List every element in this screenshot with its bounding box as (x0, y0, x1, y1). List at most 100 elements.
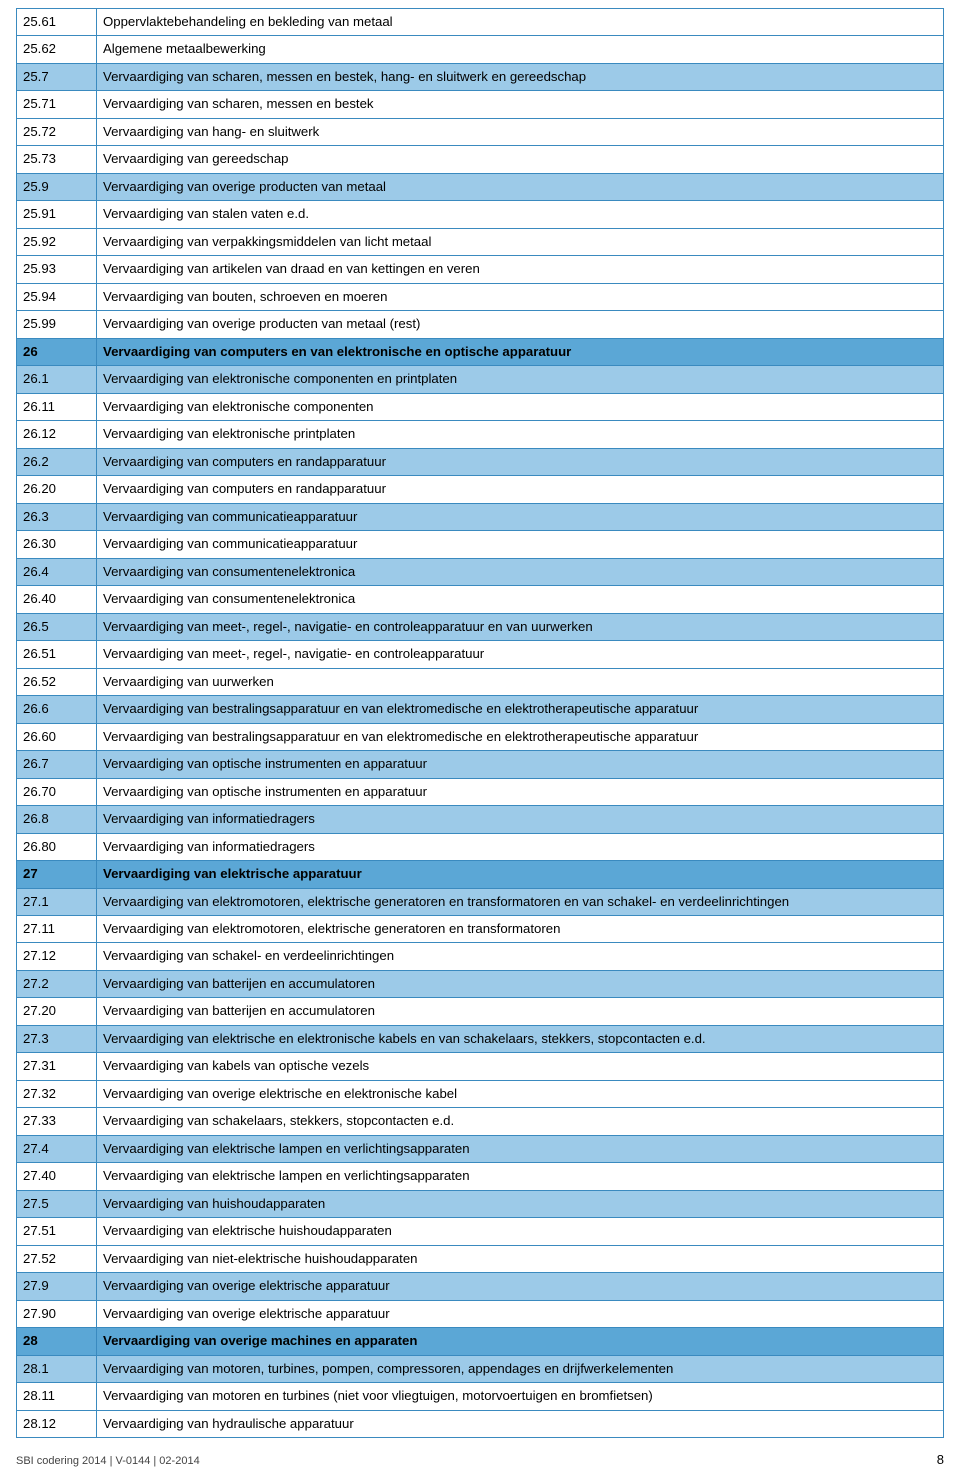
code-cell: 26.80 (17, 833, 97, 860)
description-cell: Vervaardiging van elektrische lampen en … (97, 1163, 944, 1190)
table-row: 27.9Vervaardiging van overige elektrisch… (17, 1273, 944, 1300)
table-row: 26.11Vervaardiging van elektronische com… (17, 393, 944, 420)
code-cell: 26.5 (17, 613, 97, 640)
table-row: 27.90Vervaardiging van overige elektrisc… (17, 1300, 944, 1327)
table-row: 25.94Vervaardiging van bouten, schroeven… (17, 283, 944, 310)
table-row: 26.4Vervaardiging van consumentenelektro… (17, 558, 944, 585)
code-cell: 25.72 (17, 118, 97, 145)
footer-left: SBI codering 2014 | V-0144 | 02-2014 (16, 1455, 200, 1467)
code-cell: 25.71 (17, 91, 97, 118)
table-row: 25.73Vervaardiging van gereedschap (17, 146, 944, 173)
description-cell: Vervaardiging van niet-elektrische huish… (97, 1245, 944, 1272)
code-cell: 26.4 (17, 558, 97, 585)
table-row: 26.3Vervaardiging van communicatieappara… (17, 503, 944, 530)
description-cell: Vervaardiging van schakelaars, stekkers,… (97, 1108, 944, 1135)
table-row: 25.72Vervaardiging van hang- en sluitwer… (17, 118, 944, 145)
description-cell: Vervaardiging van elektrische en elektro… (97, 1025, 944, 1052)
table-row: 25.91Vervaardiging van stalen vaten e.d. (17, 201, 944, 228)
table-row: 25.71Vervaardiging van scharen, messen e… (17, 91, 944, 118)
code-cell: 27.33 (17, 1108, 97, 1135)
code-cell: 26 (17, 338, 97, 365)
description-cell: Vervaardiging van computers en van elekt… (97, 338, 944, 365)
description-cell: Vervaardiging van verpakkingsmiddelen va… (97, 228, 944, 255)
table-row: 26Vervaardiging van computers en van ele… (17, 338, 944, 365)
table-row: 26.40Vervaardiging van consumentenelektr… (17, 586, 944, 613)
table-row: 26.8Vervaardiging van informatiedragers (17, 806, 944, 833)
table-row: 25.92Vervaardiging van verpakkingsmiddel… (17, 228, 944, 255)
code-cell: 25.92 (17, 228, 97, 255)
code-cell: 27.90 (17, 1300, 97, 1327)
code-cell: 26.40 (17, 586, 97, 613)
table-row: 25.93Vervaardiging van artikelen van dra… (17, 256, 944, 283)
table-row: 26.6Vervaardiging van bestralingsapparat… (17, 696, 944, 723)
description-cell: Vervaardiging van overige producten van … (97, 311, 944, 338)
code-cell: 26.70 (17, 778, 97, 805)
description-cell: Vervaardiging van stalen vaten e.d. (97, 201, 944, 228)
code-cell: 26.20 (17, 476, 97, 503)
description-cell: Vervaardiging van informatiedragers (97, 833, 944, 860)
table-row: 27.1Vervaardiging van elektromotoren, el… (17, 888, 944, 915)
code-cell: 26.6 (17, 696, 97, 723)
description-cell: Vervaardiging van overige elektrische ap… (97, 1300, 944, 1327)
description-cell: Vervaardiging van bestralingsapparatuur … (97, 723, 944, 750)
table-row: 27.20Vervaardiging van batterijen en acc… (17, 998, 944, 1025)
description-cell: Vervaardiging van scharen, messen en bes… (97, 63, 944, 90)
description-cell: Vervaardiging van elektrische lampen en … (97, 1135, 944, 1162)
table-row: 26.2Vervaardiging van computers en randa… (17, 448, 944, 475)
description-cell: Vervaardiging van elektrische huishoudap… (97, 1218, 944, 1245)
table-row: 26.1Vervaardiging van elektronische comp… (17, 366, 944, 393)
table-row: 26.52Vervaardiging van uurwerken (17, 668, 944, 695)
description-cell: Vervaardiging van schakel- en verdeelinr… (97, 943, 944, 970)
table-row: 27.4Vervaardiging van elektrische lampen… (17, 1135, 944, 1162)
description-cell: Vervaardiging van elektronische printpla… (97, 421, 944, 448)
code-cell: 26.60 (17, 723, 97, 750)
code-cell: 25.7 (17, 63, 97, 90)
description-cell: Vervaardiging van uurwerken (97, 668, 944, 695)
code-cell: 27.9 (17, 1273, 97, 1300)
code-cell: 25.91 (17, 201, 97, 228)
code-cell: 26.7 (17, 751, 97, 778)
table-row: 25.9Vervaardiging van overige producten … (17, 173, 944, 200)
code-cell: 25.61 (17, 9, 97, 36)
code-cell: 27.5 (17, 1190, 97, 1217)
code-cell: 26.8 (17, 806, 97, 833)
table-row: 26.80Vervaardiging van informatiedragers (17, 833, 944, 860)
description-cell: Vervaardiging van artikelen van draad en… (97, 256, 944, 283)
description-cell: Vervaardiging van informatiedragers (97, 806, 944, 833)
table-row: 26.30Vervaardiging van communicatieappar… (17, 531, 944, 558)
description-cell: Vervaardiging van computers en randappar… (97, 448, 944, 475)
code-cell: 27.1 (17, 888, 97, 915)
description-cell: Algemene metaalbewerking (97, 36, 944, 63)
description-cell: Vervaardiging van overige producten van … (97, 173, 944, 200)
table-row: 27.3Vervaardiging van elektrische en ele… (17, 1025, 944, 1052)
code-cell: 25.93 (17, 256, 97, 283)
description-cell: Vervaardiging van hang- en sluitwerk (97, 118, 944, 145)
description-cell: Vervaardiging van bestralingsapparatuur … (97, 696, 944, 723)
description-cell: Vervaardiging van kabels van optische ve… (97, 1053, 944, 1080)
description-cell: Vervaardiging van elektronische componen… (97, 366, 944, 393)
page-container: 25.61Oppervlaktebehandeling en bekleding… (0, 0, 960, 1475)
table-row: 27.31Vervaardiging van kabels van optisc… (17, 1053, 944, 1080)
description-cell: Vervaardiging van meet-, regel-, navigat… (97, 613, 944, 640)
table-row: 27.40Vervaardiging van elektrische lampe… (17, 1163, 944, 1190)
code-cell: 27.20 (17, 998, 97, 1025)
table-row: 26.12Vervaardiging van elektronische pri… (17, 421, 944, 448)
table-row: 26.60Vervaardiging van bestralingsappara… (17, 723, 944, 750)
code-cell: 26.3 (17, 503, 97, 530)
description-cell: Vervaardiging van overige elektrische en… (97, 1080, 944, 1107)
code-cell: 25.73 (17, 146, 97, 173)
description-cell: Vervaardiging van batterijen en accumula… (97, 970, 944, 997)
code-cell: 26.11 (17, 393, 97, 420)
description-cell: Vervaardiging van overige machines en ap… (97, 1328, 944, 1355)
table-row: 26.51Vervaardiging van meet-, regel-, na… (17, 641, 944, 668)
code-cell: 27 (17, 861, 97, 888)
code-cell: 27.4 (17, 1135, 97, 1162)
table-row: 27.33Vervaardiging van schakelaars, stek… (17, 1108, 944, 1135)
code-cell: 27.31 (17, 1053, 97, 1080)
table-row: 26.7Vervaardiging van optische instrumen… (17, 751, 944, 778)
code-cell: 25.9 (17, 173, 97, 200)
footer-page-number: 8 (937, 1452, 944, 1467)
description-cell: Oppervlaktebehandeling en bekleding van … (97, 9, 944, 36)
table-row: 25.62Algemene metaalbewerking (17, 36, 944, 63)
description-cell: Vervaardiging van communicatieapparatuur (97, 503, 944, 530)
